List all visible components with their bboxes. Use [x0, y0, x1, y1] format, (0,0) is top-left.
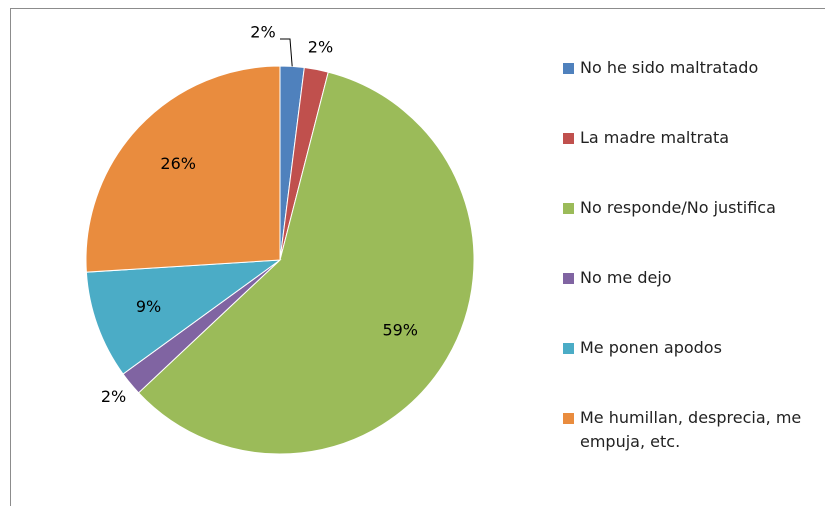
- legend-label: Me ponen apodos: [580, 338, 722, 357]
- legend-label: No me dejo: [580, 268, 672, 287]
- data-label: 2%: [101, 387, 126, 406]
- legend-item: No responde/No justifica: [560, 196, 815, 266]
- pie-slice: [137, 71, 475, 455]
- legend-item: Me humillan, desprecia, me empuja, etc.: [560, 406, 815, 476]
- leader-line: [280, 38, 293, 67]
- frame: [10, 8, 825, 506]
- legend-swatch: [563, 273, 574, 284]
- legend-item: No me dejo: [560, 266, 815, 336]
- legend-swatch: [563, 63, 574, 74]
- pie-slice: [85, 259, 282, 375]
- data-label: 9%: [136, 297, 161, 316]
- legend-swatch: [563, 203, 574, 214]
- legend-label: No responde/No justifica: [580, 198, 776, 217]
- data-label: 2%: [250, 23, 275, 42]
- legend-swatch: [563, 413, 574, 424]
- pie-slice: [85, 65, 281, 273]
- data-label: 59%: [382, 321, 418, 340]
- legend-swatch: [563, 343, 574, 354]
- legend: No he sido maltratado La madre maltrata No…: [560, 56, 815, 476]
- legend-label: Me humillan, desprecia, me empuja, etc.: [580, 408, 802, 451]
- legend-item: Me ponen apodos: [560, 336, 815, 406]
- legend-label: La madre maltrata: [580, 128, 730, 147]
- legend-item: No he sido maltratado: [560, 56, 815, 126]
- legend-label: No he sido maltratado: [580, 58, 759, 77]
- data-label: 26%: [160, 154, 196, 173]
- legend-item: La madre maltrata: [560, 126, 815, 196]
- legend-swatch: [563, 133, 574, 144]
- data-label: 2%: [308, 37, 333, 56]
